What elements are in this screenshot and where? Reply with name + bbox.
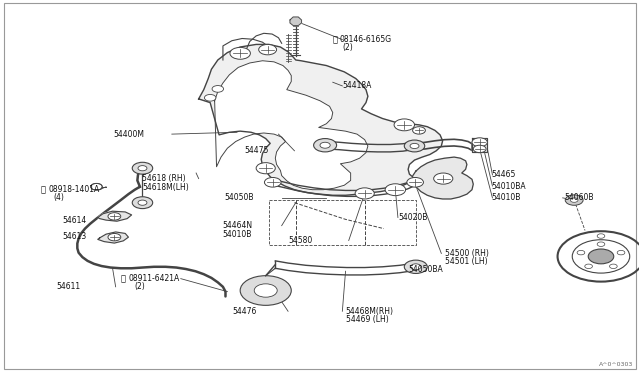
Circle shape [108, 213, 121, 220]
Circle shape [138, 166, 147, 171]
Text: 08146-6165G: 08146-6165G [339, 35, 391, 44]
Text: 54020B: 54020B [398, 213, 428, 222]
Text: 54580: 54580 [288, 236, 312, 245]
Polygon shape [198, 44, 443, 195]
Text: 54475: 54475 [244, 146, 269, 155]
Text: 54060B: 54060B [564, 193, 593, 202]
Circle shape [138, 200, 147, 205]
Text: 54618M(LH): 54618M(LH) [143, 183, 189, 192]
Text: 54418A: 54418A [342, 81, 372, 90]
Circle shape [404, 140, 425, 152]
Circle shape [473, 145, 486, 153]
Circle shape [91, 183, 102, 190]
Circle shape [410, 143, 419, 148]
Circle shape [413, 127, 426, 134]
Circle shape [585, 264, 593, 269]
Text: 54050B: 54050B [224, 193, 253, 202]
Text: (2): (2) [342, 43, 353, 52]
Text: 54618 (RH): 54618 (RH) [143, 174, 186, 183]
Circle shape [570, 198, 578, 202]
Circle shape [314, 138, 337, 152]
Text: 08918-1401A: 08918-1401A [49, 185, 100, 194]
Text: 54468M(RH): 54468M(RH) [346, 307, 394, 316]
Circle shape [240, 276, 291, 305]
Text: Ⓝ: Ⓝ [40, 185, 45, 194]
Text: 54464N: 54464N [222, 221, 252, 230]
Polygon shape [472, 138, 487, 152]
Circle shape [254, 284, 277, 297]
Circle shape [259, 44, 276, 55]
Text: Ⓝ: Ⓝ [121, 274, 125, 283]
Text: 54010B: 54010B [491, 193, 520, 202]
Circle shape [394, 119, 415, 131]
Text: 08911-6421A: 08911-6421A [129, 274, 180, 283]
Circle shape [597, 234, 605, 238]
Text: 54613: 54613 [63, 231, 87, 241]
Circle shape [230, 47, 250, 59]
Circle shape [385, 184, 406, 196]
Circle shape [472, 138, 487, 147]
Text: 54614: 54614 [63, 216, 87, 225]
Polygon shape [98, 211, 132, 221]
Text: 54400M: 54400M [113, 129, 144, 139]
Text: A^0^0303: A^0^0303 [598, 362, 633, 367]
Circle shape [320, 142, 330, 148]
Text: 54010BA: 54010BA [491, 182, 526, 190]
Circle shape [588, 249, 614, 264]
Circle shape [617, 250, 625, 255]
Text: Ⓑ: Ⓑ [333, 35, 338, 44]
Circle shape [565, 195, 583, 205]
Circle shape [404, 260, 428, 273]
Circle shape [411, 264, 421, 270]
Text: (2): (2) [135, 282, 145, 291]
Circle shape [132, 162, 153, 174]
Circle shape [355, 188, 374, 199]
Text: 54050BA: 54050BA [408, 265, 443, 274]
Polygon shape [98, 232, 129, 243]
Circle shape [108, 234, 121, 241]
Circle shape [256, 163, 275, 174]
Circle shape [577, 250, 585, 255]
Circle shape [204, 94, 216, 101]
Circle shape [264, 177, 281, 187]
Text: 54465: 54465 [491, 170, 516, 179]
Text: 54501 (LH): 54501 (LH) [445, 257, 487, 266]
Text: 54469 (LH): 54469 (LH) [346, 315, 388, 324]
Polygon shape [413, 157, 473, 199]
Polygon shape [290, 17, 301, 26]
Circle shape [597, 242, 605, 246]
Circle shape [407, 177, 424, 187]
Circle shape [212, 86, 223, 92]
Polygon shape [214, 61, 368, 190]
Text: 54611: 54611 [56, 282, 81, 291]
Text: 54476: 54476 [232, 307, 256, 316]
Circle shape [609, 264, 617, 269]
Text: (4): (4) [53, 193, 64, 202]
Circle shape [434, 173, 453, 184]
Text: 54010B: 54010B [222, 230, 252, 240]
Text: 54500 (RH): 54500 (RH) [445, 249, 488, 258]
Circle shape [132, 197, 153, 209]
